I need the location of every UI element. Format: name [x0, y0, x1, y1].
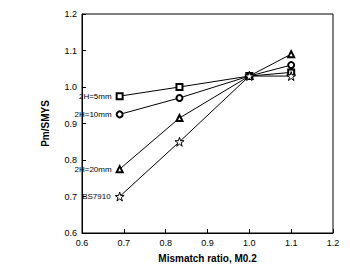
- svg-text:1.1: 1.1: [64, 46, 77, 56]
- svg-text:BS7910: BS7910: [82, 192, 111, 201]
- svg-text:0.6: 0.6: [64, 228, 77, 238]
- svg-text:0.8: 0.8: [64, 155, 77, 165]
- svg-text:2H=10mm: 2H=10mm: [75, 110, 112, 119]
- svg-text:1.1: 1.1: [285, 238, 298, 248]
- svg-text:0.7: 0.7: [64, 192, 77, 202]
- svg-text:0.9: 0.9: [201, 238, 214, 248]
- svg-text:1.2: 1.2: [327, 238, 340, 248]
- svg-text:Pm/SMYS: Pm/SMYS: [40, 100, 51, 147]
- svg-text:1.0: 1.0: [64, 82, 77, 92]
- svg-text:0.6: 0.6: [76, 238, 89, 248]
- svg-text:1.2: 1.2: [64, 9, 77, 19]
- svg-text:2H=5mm: 2H=5mm: [79, 92, 112, 101]
- svg-text:0.9: 0.9: [64, 119, 77, 129]
- svg-text:0.8: 0.8: [159, 238, 172, 248]
- svg-text:1.0: 1.0: [243, 238, 256, 248]
- svg-text:Mismatch ratio, M0.2: Mismatch ratio, M0.2: [158, 253, 257, 264]
- svg-text:2H=20mm: 2H=20mm: [75, 165, 112, 174]
- svg-text:0.7: 0.7: [118, 238, 131, 248]
